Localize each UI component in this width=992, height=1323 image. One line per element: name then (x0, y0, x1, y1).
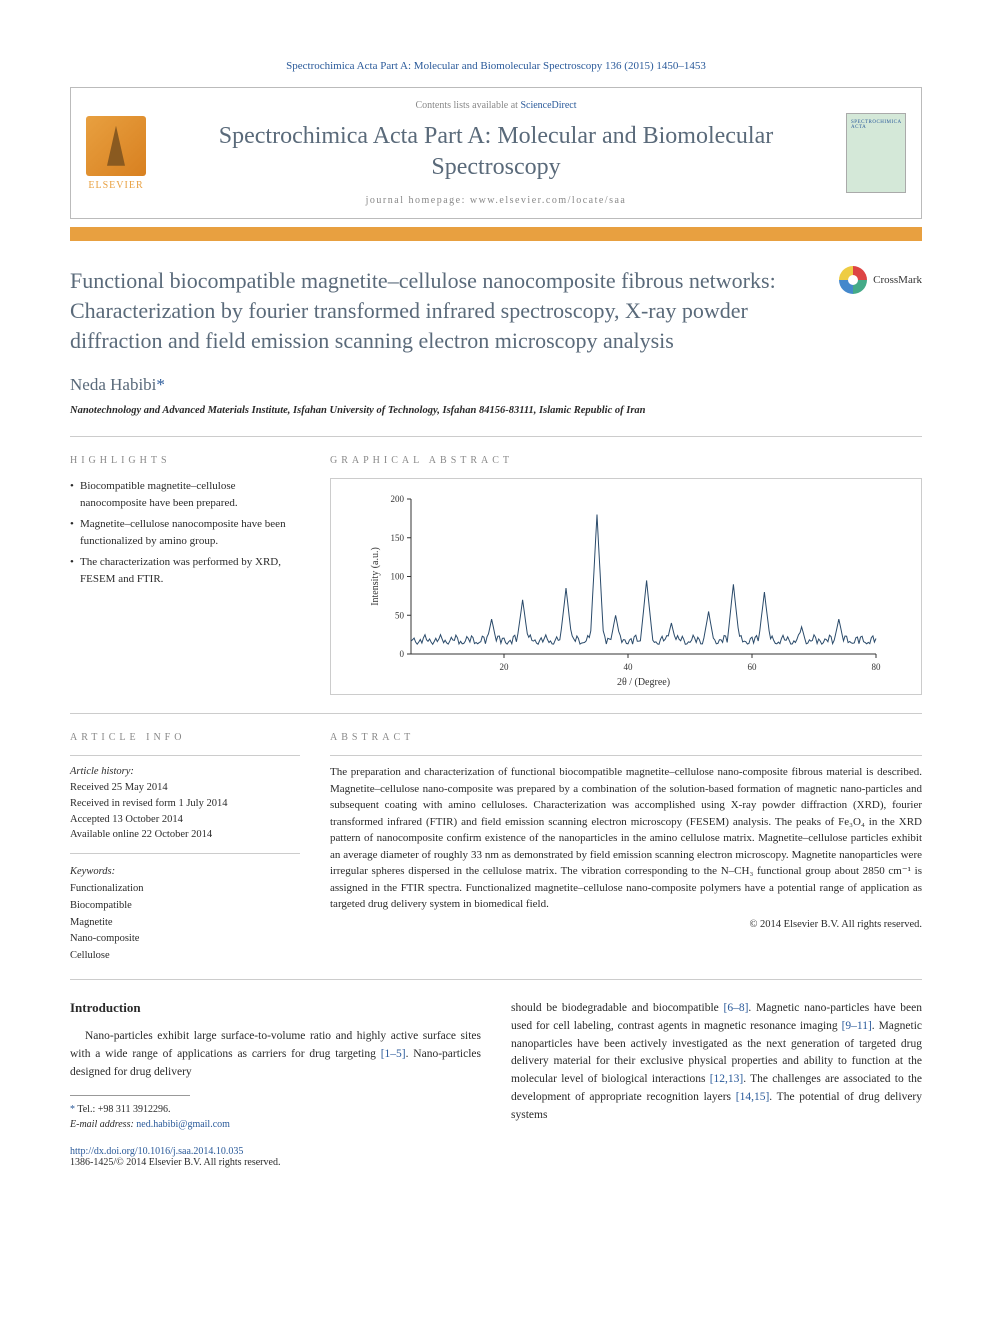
intro-text-2a: should be biodegradable and biocompatibl… (511, 1002, 723, 1014)
divider (70, 853, 300, 854)
keyword: Magnetite (70, 915, 300, 932)
svg-text:0: 0 (400, 649, 405, 659)
history-online: Available online 22 October 2014 (70, 827, 300, 843)
abstract-text: The preparation and characterization of … (330, 764, 922, 913)
journal-cover-thumbnail (846, 113, 906, 193)
tel-number: +98 311 3912296. (98, 1104, 171, 1115)
keyword: Nano-composite (70, 931, 300, 948)
svg-text:Intensity (a.u.): Intensity (a.u.) (370, 548, 381, 607)
crossmark-icon (839, 266, 867, 294)
reference-link[interactable]: [9–11] (842, 1020, 872, 1032)
homepage-url[interactable]: www.elsevier.com/locate/saa (470, 195, 626, 206)
header-center: Contents lists available at ScienceDirec… (161, 88, 831, 218)
graphical-abstract-label: GRAPHICAL ABSTRACT (330, 455, 922, 466)
journal-cover-cell (831, 88, 921, 218)
xrd-chart-svg: 0 50 100 150 200 20 40 60 80 2θ / (Degree) Intensi… (341, 489, 911, 689)
history-label: Article history: (70, 764, 300, 780)
publisher-logo-cell: ELSEVIER (71, 88, 161, 218)
elsevier-label: ELSEVIER (88, 180, 143, 191)
reference-link[interactable]: [6–8] (723, 1002, 748, 1014)
svg-text:100: 100 (391, 572, 405, 582)
author-mark: * (156, 375, 165, 394)
divider (70, 755, 300, 756)
svg-text:20: 20 (500, 662, 510, 672)
list-item: Magnetite–cellulose nanocomposite have b… (70, 516, 300, 549)
list-item: Biocompatible magnetite–cellulose nanoco… (70, 478, 300, 511)
graphical-abstract-chart: 0 50 100 150 200 20 40 60 80 2θ / (Degree) Intensi… (330, 478, 922, 695)
author-affiliation: Nanotechnology and Advanced Materials In… (70, 405, 922, 416)
svg-text:150: 150 (391, 533, 405, 543)
keywords-label: Keywords: (70, 864, 300, 881)
footnote-rule (70, 1095, 190, 1096)
footnote-mark: * (70, 1104, 75, 1115)
highlights-label: HIGHLIGHTS (70, 455, 300, 466)
contents-lists-line: Contents lists available at ScienceDirec… (171, 100, 821, 111)
article-info-label: ARTICLE INFO (70, 732, 300, 743)
doi-line: http://dx.doi.org/10.1016/j.saa.2014.10.… (70, 1146, 922, 1157)
article-info-block: Article history: Received 25 May 2014 Re… (70, 764, 300, 843)
svg-text:2θ / (Degree): 2θ / (Degree) (617, 677, 670, 688)
abstract-label: ABSTRACT (330, 732, 922, 743)
email-label: E-mail address: (70, 1119, 134, 1130)
doi-link[interactable]: http://dx.doi.org/10.1016/j.saa.2014.10.… (70, 1146, 243, 1157)
svg-text:50: 50 (395, 611, 405, 621)
svg-text:200: 200 (391, 494, 405, 504)
accent-bar (70, 227, 922, 241)
email-link[interactable]: ned.habibi@gmail.com (136, 1119, 230, 1130)
svg-text:60: 60 (748, 662, 758, 672)
crossmark-label: CrossMark (873, 274, 922, 286)
author-list: Neda Habibi* (70, 375, 922, 395)
keyword: Cellulose (70, 948, 300, 965)
history-revised: Received in revised form 1 July 2014 (70, 796, 300, 812)
divider (70, 979, 922, 980)
homepage-prefix: journal homepage: (366, 195, 470, 206)
journal-header: ELSEVIER Contents lists available at Sci… (70, 87, 922, 219)
body-paragraph: Nano-particles exhibit large surface-to-… (70, 1028, 481, 1081)
reference-link[interactable]: [14,15] (736, 1091, 770, 1103)
footnote-tel: Tel.: (77, 1104, 97, 1115)
author-name[interactable]: Neda Habibi (70, 375, 156, 394)
citation-line: Spectrochimica Acta Part A: Molecular an… (70, 60, 922, 72)
homepage-line: journal homepage: www.elsevier.com/locat… (171, 195, 821, 206)
reference-link[interactable]: [1–5] (381, 1048, 406, 1060)
keyword: Biocompatible (70, 898, 300, 915)
footnotes: * Tel.: +98 311 3912296. E-mail address:… (70, 1102, 481, 1132)
highlights-list: Biocompatible magnetite–cellulose nanoco… (70, 478, 300, 587)
issn-line: 1386-1425/© 2014 Elsevier B.V. All right… (70, 1157, 922, 1168)
contents-prefix: Contents lists available at (415, 100, 520, 111)
abstract-copyright: © 2014 Elsevier B.V. All rights reserved… (330, 919, 922, 930)
history-accepted: Accepted 13 October 2014 (70, 812, 300, 828)
reference-link[interactable]: [12,13] (710, 1073, 744, 1085)
body-paragraph: should be biodegradable and biocompatibl… (511, 1000, 922, 1125)
keyword: Functionalization (70, 881, 300, 898)
svg-text:80: 80 (872, 662, 882, 672)
divider (330, 755, 922, 756)
list-item: The characterization was performed by XR… (70, 554, 300, 587)
journal-name: Spectrochimica Acta Part A: Molecular an… (171, 121, 821, 183)
keywords-block: Keywords: Functionalization Biocompatibl… (70, 864, 300, 965)
history-received: Received 25 May 2014 (70, 780, 300, 796)
sciencedirect-link[interactable]: ScienceDirect (520, 100, 576, 111)
section-heading-introduction: Introduction (70, 1000, 481, 1016)
elsevier-logo-icon (86, 116, 146, 176)
crossmark-badge[interactable]: CrossMark (839, 266, 922, 294)
svg-text:40: 40 (624, 662, 634, 672)
article-title: Functional biocompatible magnetite–cellu… (70, 266, 819, 355)
